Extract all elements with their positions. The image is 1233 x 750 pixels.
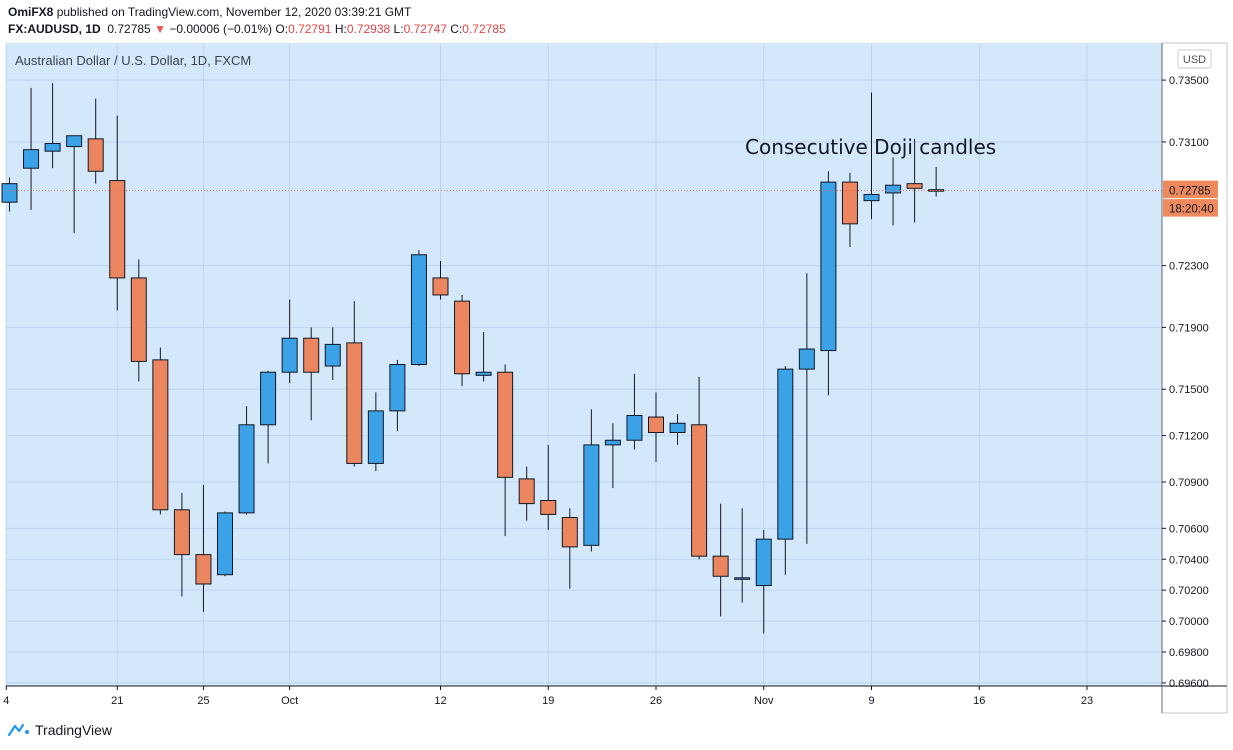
candle-body-down: [432, 277, 449, 296]
candle-body-up: [23, 149, 40, 169]
candle-body-down: [87, 138, 104, 172]
countdown-timer: 18:20:40: [1169, 204, 1214, 216]
down-arrow-icon: ▼: [154, 22, 166, 36]
candle-body-up: [44, 142, 61, 152]
tradingview-footer[interactable]: TradingView: [8, 722, 112, 738]
x-tick-label: 16: [973, 695, 985, 707]
open-value: 0.72791: [288, 22, 332, 36]
time-axis[interactable]: 4 21 25 Oct 12 19 26 Nov 9 16 23: [3, 686, 1093, 707]
open-label: O:: [275, 22, 289, 36]
x-tick-label: 25: [197, 695, 209, 707]
candle-body-down: [712, 555, 729, 577]
y-tick-label: 0.70000: [1169, 616, 1209, 628]
candle-body-down: [173, 509, 190, 556]
published-text: published on TradingView.com, November 1…: [56, 5, 412, 19]
candle-body-up: [238, 424, 255, 514]
candle-body-up: [669, 422, 686, 434]
currency-badge[interactable]: [1177, 49, 1212, 69]
candle-body-up: [410, 254, 427, 366]
candle-body-down: [346, 342, 363, 464]
candle-body-up: [260, 371, 277, 426]
candle-body-down: [540, 500, 557, 515]
tradingview-logo-icon: [8, 723, 29, 737]
publisher-name[interactable]: OmiFX8: [8, 5, 54, 19]
candle-body-up: [604, 439, 621, 446]
y-tick-label: 0.70400: [1169, 554, 1209, 566]
candle-body-down: [130, 277, 147, 362]
candle-body-down: [152, 359, 169, 511]
y-tick-label: 0.70600: [1169, 523, 1209, 535]
candle-body-down: [109, 180, 126, 279]
close-value: 0.72785: [462, 22, 506, 36]
candle-body-up: [798, 348, 815, 370]
candle-body-down: [841, 181, 858, 225]
high-label: H:: [334, 22, 347, 36]
y-tick-label: 0.71500: [1169, 384, 1209, 396]
y-tick-label: 0.70200: [1169, 585, 1209, 597]
candle-body-down: [497, 371, 514, 478]
candle-body-down: [518, 478, 535, 505]
y-tick-label: 0.73100: [1169, 137, 1209, 149]
candles: [1, 83, 945, 634]
candle-body-up: [367, 410, 384, 464]
y-tick-label: 0.72300: [1169, 261, 1209, 273]
candle-body-down: [303, 337, 320, 373]
candle-body-down: [906, 183, 923, 189]
candle-body-down: [195, 554, 212, 585]
price-axis[interactable]: 0.73500 0.73100 0.72300 0.71900 0.71500 0.712…: [1162, 75, 1209, 690]
last-price: 0.72785: [107, 22, 151, 36]
price-change: −0.00006 (−0.01%): [169, 22, 273, 36]
candle-body-up: [217, 512, 233, 576]
tradingview-brand: TradingView: [35, 722, 113, 738]
y-tick-label: 0.70900: [1169, 477, 1209, 489]
candle-body-up: [1, 183, 18, 203]
x-tick-label: 12: [434, 695, 446, 707]
x-tick-label: Oct: [281, 695, 298, 707]
candle-body-up: [281, 337, 298, 373]
last-price-tag-value: 0.72785: [1169, 186, 1211, 198]
candle-body-up: [66, 135, 83, 148]
x-tick-label: 23: [1081, 695, 1093, 707]
y-tick-label: 0.71200: [1169, 431, 1209, 443]
currency-label: USD: [1183, 54, 1206, 66]
chart-title: Australian Dollar / U.S. Dollar, 1D, FXC…: [15, 53, 251, 68]
x-tick-label: 19: [542, 695, 554, 707]
doji-annotation[interactable]: Consecutive Doji candles: [745, 135, 996, 159]
candle-body-up: [475, 371, 492, 376]
low-value: 0.72747: [403, 22, 447, 36]
candle-body-up: [626, 415, 643, 441]
close-label: C:: [450, 22, 463, 36]
candle-body-up: [583, 444, 600, 546]
y-tick-label: 0.71900: [1169, 322, 1209, 334]
candle-body-up: [755, 538, 772, 587]
candle-body-up: [885, 184, 902, 194]
low-label: L:: [393, 22, 404, 36]
symbol-label[interactable]: FX:AUDUSD, 1D: [8, 22, 101, 36]
candle-body-down: [561, 517, 578, 548]
candle-body-down: [648, 416, 664, 434]
x-tick-label: 26: [650, 695, 662, 707]
x-tick-label: 4: [3, 695, 9, 707]
y-tick-label: 0.69800: [1169, 647, 1209, 659]
publish-line: OmiFX8 published on TradingView.com, Nov…: [8, 5, 411, 19]
x-tick-label: 21: [111, 695, 123, 707]
price-scale-frame: [1161, 42, 1228, 714]
candle-body-up: [820, 181, 837, 352]
y-tick-label: 0.73500: [1169, 75, 1209, 87]
candle-body-down: [454, 300, 471, 375]
x-tick-label: 9: [868, 695, 874, 707]
candle-body-up: [777, 368, 794, 540]
candle-body-up: [863, 193, 880, 202]
candle-body-down: [691, 424, 708, 557]
high-value: 0.72938: [346, 22, 391, 36]
candle-body-up: [324, 343, 341, 367]
candle-body-up: [389, 364, 406, 412]
y-tick-label: 0.69600: [1169, 678, 1209, 690]
x-tick-label: Nov: [754, 695, 774, 707]
ohlc-line: FX:AUDUSD, 1D 0.72785 ▼ −0.00006 (−0.01%…: [8, 22, 506, 36]
candle-body-up: [734, 577, 751, 580]
